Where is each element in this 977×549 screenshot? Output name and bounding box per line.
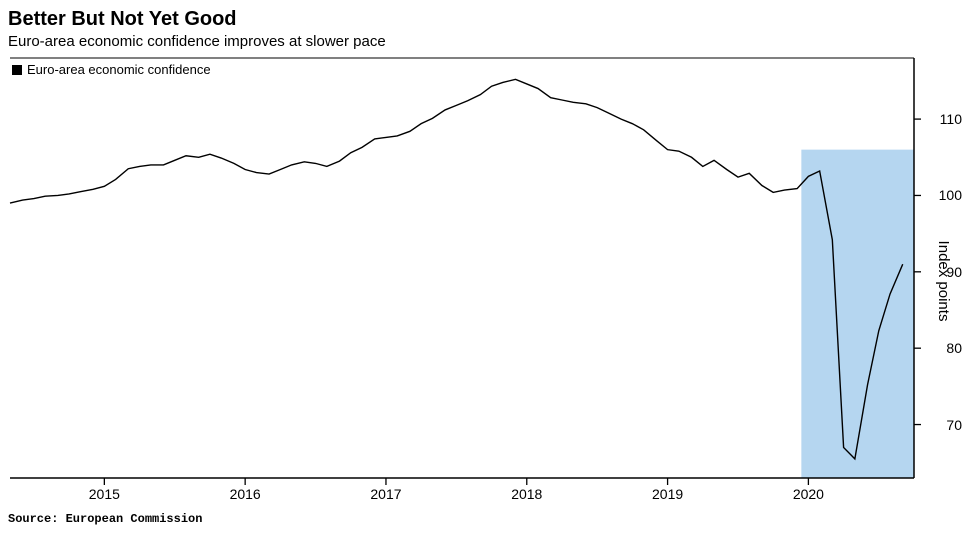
x-tick-label: 2015 [89,486,120,502]
chart-svg [8,56,968,506]
chart-subtitle: Euro-area economic confidence improves a… [0,33,977,56]
y-tick-label: 80 [946,340,962,356]
chart-source: Source: European Commission [0,506,977,526]
chart-title: Better But Not Yet Good [0,0,977,33]
legend: Euro-area economic confidence [12,62,211,77]
legend-label: Euro-area economic confidence [27,62,211,77]
chart-container: Euro-area economic confidence Index poin… [8,56,968,506]
legend-swatch [12,65,22,75]
x-tick-label: 2018 [511,486,542,502]
y-tick-label: 100 [939,187,962,203]
x-tick-label: 2020 [793,486,824,502]
x-tick-label: 2016 [230,486,261,502]
x-tick-label: 2017 [370,486,401,502]
y-axis-title: Index points [935,241,952,322]
y-tick-label: 90 [946,264,962,280]
y-tick-label: 110 [940,111,962,127]
x-tick-label: 2019 [652,486,683,502]
y-tick-label: 70 [946,417,962,433]
